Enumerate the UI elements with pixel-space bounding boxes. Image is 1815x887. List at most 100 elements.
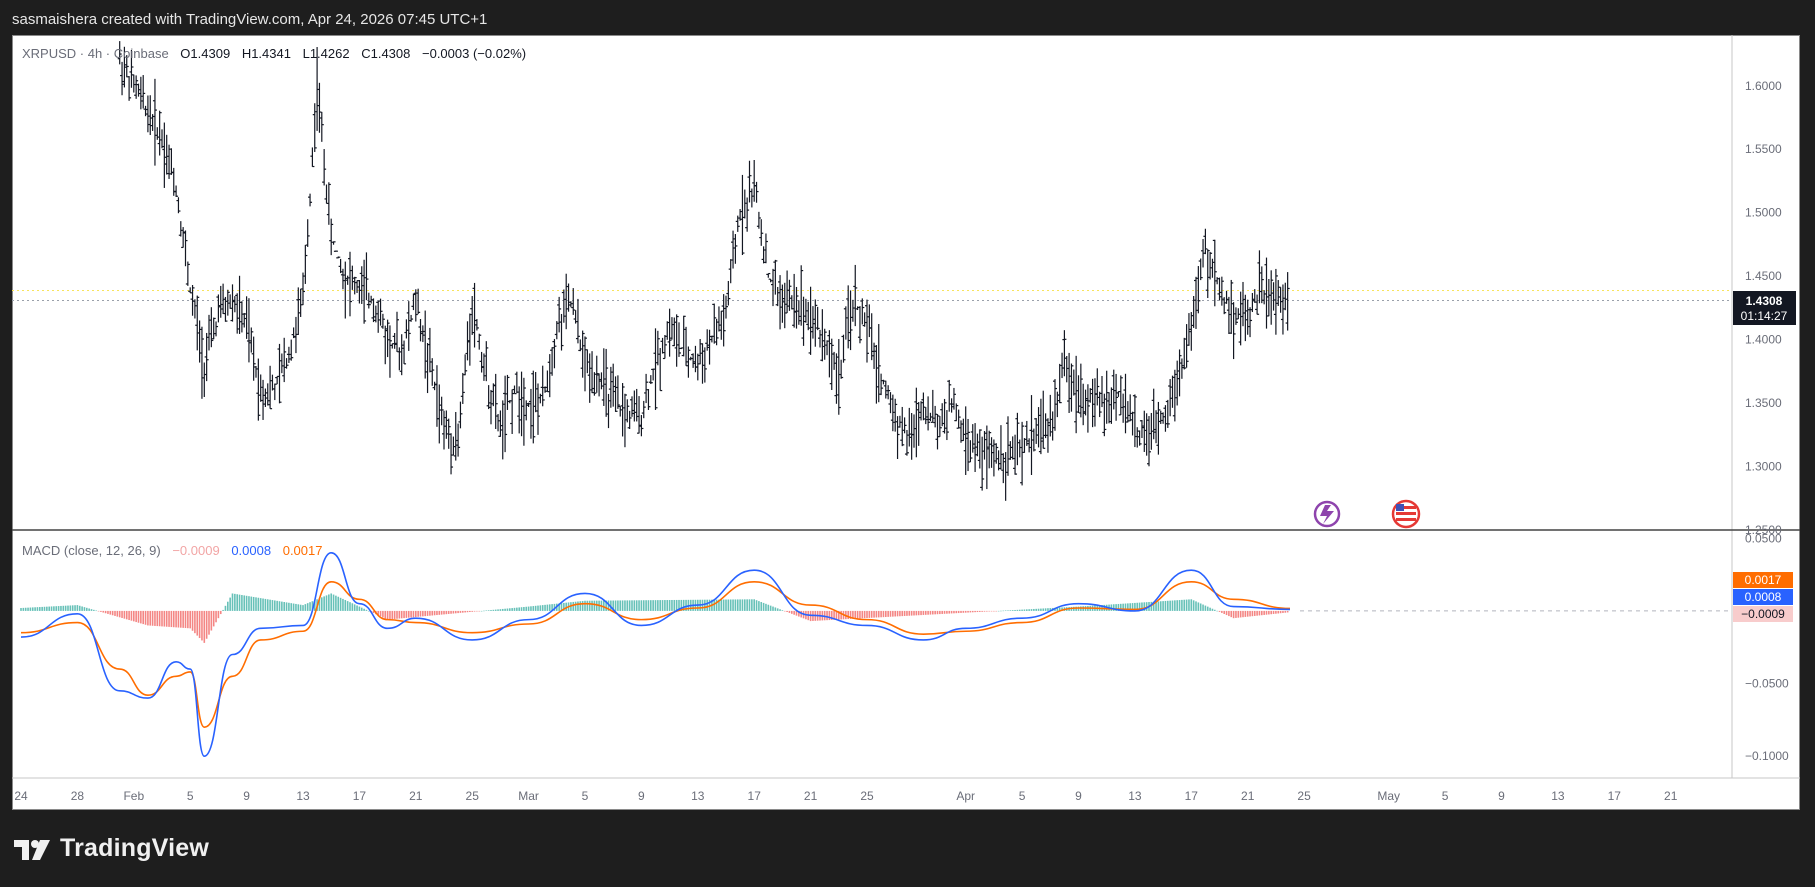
ohlc-bar[interactable] (470, 296, 475, 335)
ohlc-bar[interactable] (695, 353, 700, 381)
ohlc-bar[interactable] (881, 379, 886, 385)
ohlc-bar[interactable] (465, 321, 470, 361)
ohlc-bar[interactable] (167, 144, 172, 179)
ohlc-bar[interactable] (336, 256, 341, 259)
ohlc-bar[interactable] (601, 348, 606, 406)
ohlc-bar[interactable] (317, 82, 322, 133)
ohlc-bar[interactable] (286, 346, 291, 363)
ohlc-bar[interactable] (479, 351, 484, 373)
ohlc-bar[interactable] (131, 74, 136, 93)
ohlc-bar[interactable] (599, 372, 604, 390)
ohlc-bar[interactable] (531, 370, 536, 444)
ohlc-bar[interactable] (432, 381, 437, 391)
ohlc-bar[interactable] (390, 343, 395, 349)
ohlc-bar[interactable] (357, 279, 362, 304)
ohlc-bar[interactable] (489, 389, 493, 425)
ohlc-bar[interactable] (500, 400, 505, 460)
ohlc-bar[interactable] (308, 193, 313, 207)
earnings-event-icon[interactable] (1313, 500, 1341, 528)
ohlc-bar[interactable] (973, 423, 978, 473)
ohlc-bar[interactable] (594, 355, 599, 393)
ohlc-bar[interactable] (928, 412, 933, 422)
ohlc-bar[interactable] (232, 296, 237, 313)
ohlc-bar[interactable] (926, 396, 931, 431)
ohlc-bar[interactable] (1034, 418, 1039, 444)
ohlc-bar[interactable] (1229, 279, 1234, 334)
ohlc-bar[interactable] (383, 325, 388, 365)
ohlc-bar[interactable] (181, 227, 186, 249)
ohlc-bar[interactable] (1168, 379, 1173, 417)
ohlc-bar[interactable] (731, 230, 736, 269)
ohlc-bar[interactable] (815, 306, 820, 331)
ohlc-bar[interactable] (268, 365, 273, 410)
ohlc-bar[interactable] (444, 410, 449, 439)
ohlc-bar[interactable] (634, 388, 639, 422)
ohlc-bar[interactable] (371, 298, 376, 323)
ohlc-bar[interactable] (754, 181, 759, 203)
ohlc-bar[interactable] (397, 347, 402, 371)
ohlc-bar[interactable] (1257, 250, 1262, 304)
ohlc-bar[interactable] (1203, 228, 1208, 255)
ohlc-bar[interactable] (1043, 413, 1048, 439)
ohlc-bar[interactable] (1243, 294, 1248, 342)
ohlc-bar[interactable] (977, 429, 982, 469)
ohlc-bar[interactable] (1241, 281, 1245, 327)
ohlc-bar[interactable] (117, 41, 122, 65)
ohlc-bar[interactable] (869, 313, 874, 361)
ohlc-bar[interactable] (752, 159, 757, 202)
ohlc-bar[interactable] (249, 327, 254, 353)
ohlc-bar[interactable] (1259, 266, 1264, 304)
ohlc-bar[interactable] (503, 375, 508, 453)
ohlc-bar[interactable] (810, 306, 815, 339)
ohlc-bar[interactable] (373, 305, 378, 323)
ohlc-bar[interactable] (1226, 296, 1231, 335)
ohlc-bar[interactable] (1036, 407, 1041, 448)
ohlc-bar[interactable] (771, 268, 775, 307)
ohlc-bar[interactable] (319, 111, 324, 142)
ohlc-bar[interactable] (883, 380, 888, 399)
ohlc-bar[interactable] (1050, 411, 1055, 441)
ohlc-bar[interactable] (825, 340, 830, 356)
ohlc-bar[interactable] (301, 272, 305, 306)
ohlc-bar[interactable] (959, 420, 963, 443)
ohlc-bar[interactable] (691, 353, 696, 368)
ohlc-bar[interactable] (192, 299, 197, 319)
ohlc-bar[interactable] (876, 324, 881, 403)
ohlc-bar[interactable] (822, 328, 827, 360)
ohlc-bar[interactable] (1255, 294, 1260, 315)
ohlc-bar[interactable] (745, 197, 750, 232)
ohlc-bar[interactable] (427, 327, 432, 373)
ohlc-bar[interactable] (310, 147, 315, 168)
ohlc-bar[interactable] (1027, 438, 1032, 453)
ohlc-bar[interactable] (195, 295, 200, 351)
ohlc-bar[interactable] (1222, 297, 1227, 315)
ohlc-bar[interactable] (749, 188, 754, 208)
ohlc-bar[interactable] (329, 218, 334, 256)
ohlc-bar[interactable] (350, 265, 355, 290)
ohlc-bar[interactable] (1252, 289, 1257, 303)
ohlc-bar[interactable] (136, 83, 141, 97)
ohlc-bar[interactable] (1121, 393, 1126, 423)
ohlc-bar[interactable] (244, 296, 249, 339)
ohlc-bar[interactable] (747, 160, 752, 203)
ohlc-bar[interactable] (1100, 376, 1104, 408)
ohlc-bar[interactable] (409, 314, 414, 322)
ohlc-bar[interactable] (493, 373, 498, 430)
ohlc-bar[interactable] (1269, 270, 1274, 325)
ohlc-bar[interactable] (1182, 337, 1187, 370)
ohlc-bar[interactable] (1194, 276, 1198, 329)
ohlc-bar[interactable] (521, 377, 526, 446)
ohlc-bar[interactable] (152, 78, 157, 166)
ohlc-bar[interactable] (143, 105, 148, 117)
ohlc-bar[interactable] (705, 329, 710, 351)
ohlc-bar[interactable] (759, 219, 764, 246)
ohlc-bar[interactable] (580, 330, 585, 378)
us-flag-event-icon[interactable] (1391, 499, 1421, 529)
ohlc-bar[interactable] (1266, 278, 1271, 317)
ohlc-bar[interactable] (1264, 257, 1269, 329)
ohlc-bar[interactable] (272, 383, 277, 401)
ohlc-bar[interactable] (611, 363, 616, 407)
ohlc-bar[interactable] (839, 359, 844, 379)
ohlc-bar[interactable] (632, 390, 637, 422)
ohlc-bar[interactable] (366, 292, 371, 309)
